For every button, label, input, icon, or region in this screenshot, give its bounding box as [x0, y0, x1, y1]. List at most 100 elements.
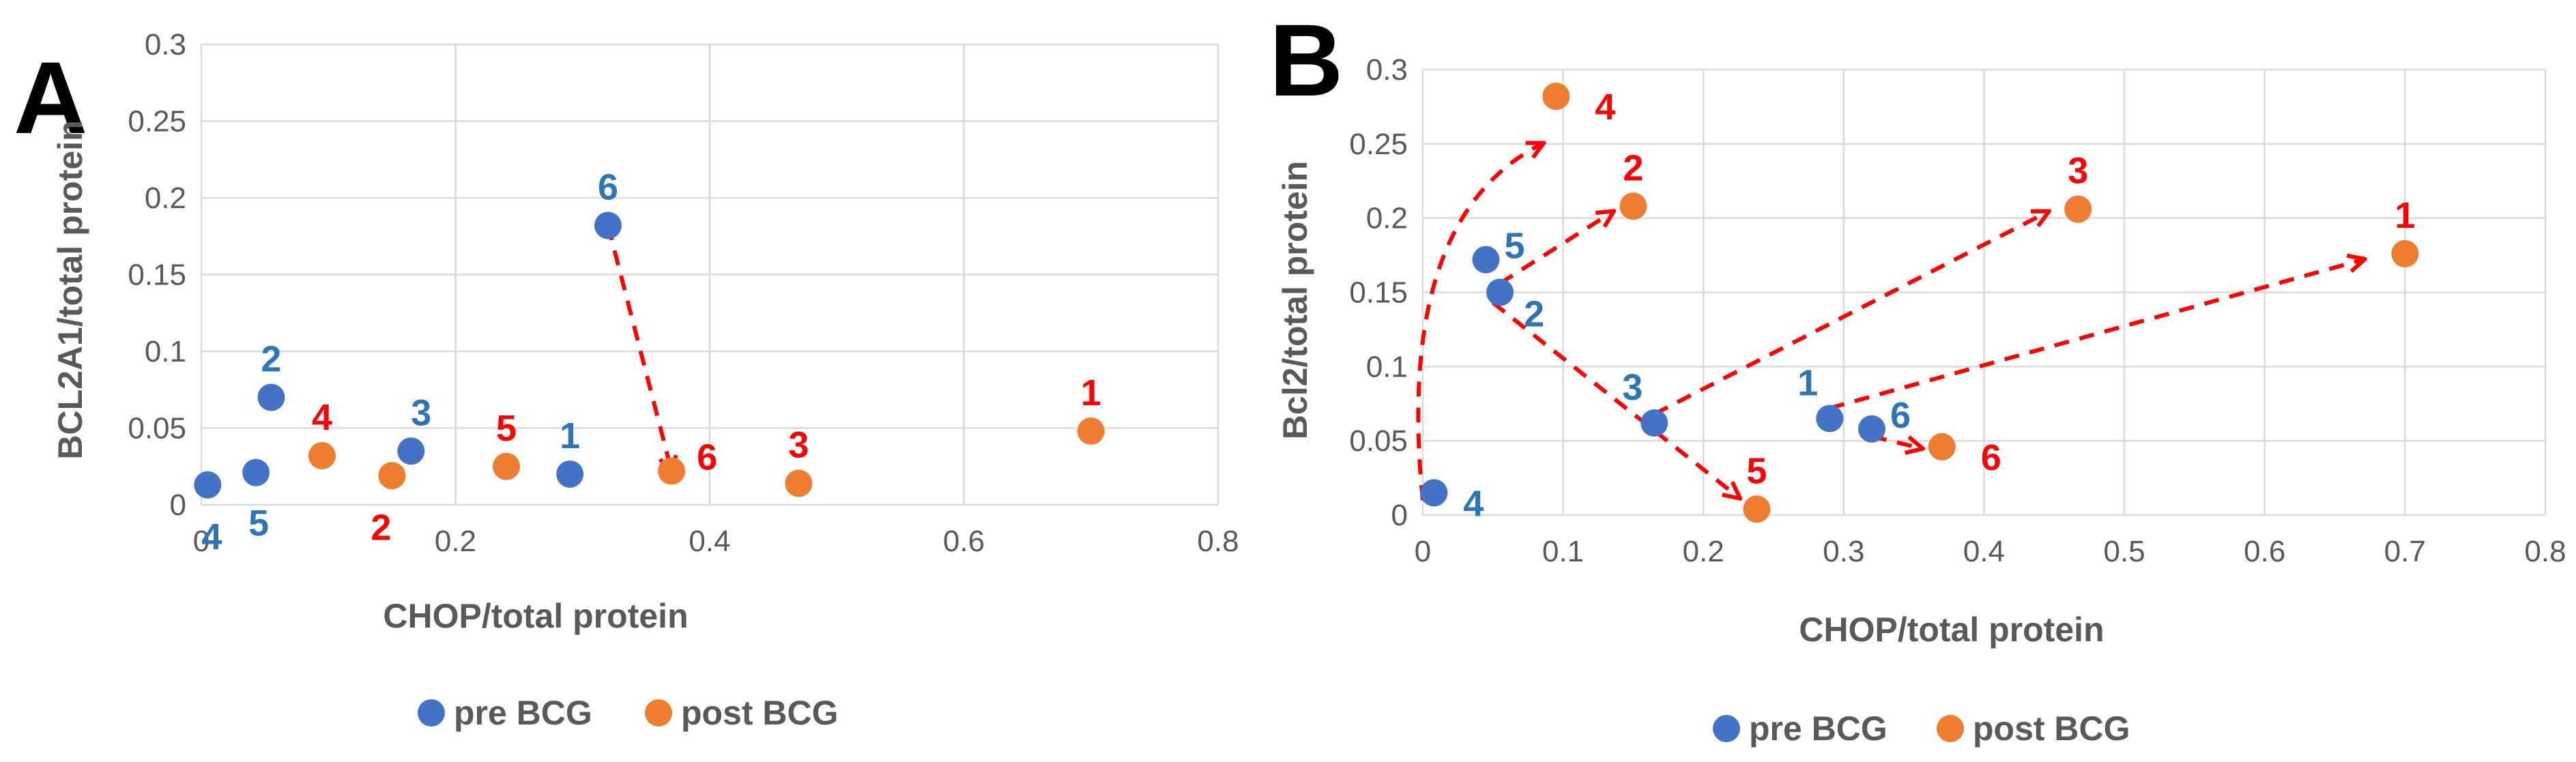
panel-a-x-ticks: 0 0.2 0.4 0.6 0.8: [193, 525, 1239, 558]
panel-b-x-tick-label: 0.8: [2524, 535, 2566, 568]
panel-a-post-point-6: [658, 457, 686, 485]
panel-b-post-label-2: 2: [1623, 147, 1643, 188]
panel-a-x-tick-label: 0.2: [435, 525, 476, 558]
panel-b-post-point-1: [2391, 239, 2419, 267]
panel-a-pre-point-2: [257, 383, 285, 411]
panel-b-x-tick-label: 0.5: [2104, 535, 2145, 568]
panel-a-y-tick-label: 0.3: [145, 28, 186, 61]
panel-b-pre-label-1: 1: [1797, 363, 1818, 404]
panel-b-x-tick-label: 0.1: [1542, 535, 1584, 568]
panel-b-post-label-6: 6: [1981, 437, 2001, 478]
panel-a-y-tick-label: 0.25: [128, 105, 186, 138]
panel-b-letter: B: [1269, 3, 1343, 117]
panel-a-y-tick-label: 0.2: [145, 181, 186, 215]
panel-b-pre-label-5: 5: [1505, 226, 1525, 267]
panel-b-x-tick-label: 0.7: [2384, 535, 2426, 568]
panel-b-arrow-0: [1829, 260, 2362, 411]
panel-b-x-axis-title: CHOP/total protein: [1799, 611, 2104, 649]
panel-b-legend-pre-label: pre BCG: [1749, 709, 1887, 748]
panel-a-pre-label-1: 1: [560, 415, 580, 456]
panel-a-pre-label-6: 6: [598, 167, 618, 208]
panel-a-y-tick-label: 0.1: [145, 335, 186, 368]
panel-b-post-point-2: [1619, 192, 1647, 220]
panel-b-legend-post-label: post BCG: [1973, 709, 2130, 748]
panel-a-legend-post-label: post BCG: [681, 694, 839, 732]
panel-b-y-tick-label: 0.1: [1366, 350, 1408, 383]
panel-a: A 0 0.05 0.1 0.15 0.2 0.25 0.3 0 0.2 0.4 0.6 0.8 1…: [14, 28, 1239, 732]
panel-a-post-label-6: 6: [697, 437, 717, 478]
panel-b-y-tick-label: 0.2: [1366, 202, 1408, 235]
panel-a-y-tick-label: 0: [170, 488, 186, 522]
panel-a-arrows: [606, 224, 671, 471]
panel-b-x-tick-label: 0.3: [1823, 535, 1864, 568]
panel-b-y-tick-label: 0.3: [1366, 53, 1408, 87]
panel-a-post-label-5: 5: [496, 408, 517, 449]
panel-a-gridlines: [200, 43, 1219, 506]
panel-b-y-axis-title: Bcl2/total protein: [1276, 161, 1314, 439]
panel-b-post-label-3: 3: [2068, 151, 2088, 192]
panel-b-pre-point-2: [1486, 278, 1514, 306]
panel-b-legend: pre BCG post BCG: [1713, 709, 2130, 748]
panel-b-arrow-3: [1491, 301, 1739, 497]
panel-b-post-point-5: [1743, 495, 1771, 523]
panel-b-pre-point-3: [1640, 409, 1668, 437]
panel-a-pre-label-5: 5: [248, 503, 269, 544]
panel-a-pre-label-4: 4: [201, 516, 222, 557]
panel-b-arrow-2: [1499, 212, 1612, 285]
panel-b-legend-pre-marker: [1713, 715, 1740, 742]
panel-a-points: [194, 211, 1105, 499]
panel-a-x-tick-label: 0.8: [1197, 525, 1239, 558]
panel-b: B 0 0.05 0.1 0.15 0.2 0.25 0.3 0 0.1 0.2 0.3 0.4 0.…: [1269, 3, 2566, 748]
panel-a-x-tick-label: 0: [193, 525, 209, 558]
panel-b-post-point-3: [2064, 195, 2092, 223]
panel-a-pre-point-6: [594, 211, 622, 239]
panel-b-y-tick-label: 0.25: [1349, 128, 1408, 161]
panel-b-y-tick-label: 0.05: [1349, 424, 1408, 458]
panel-a-post-label-2: 2: [371, 507, 391, 548]
panel-a-post-point-4: [308, 442, 336, 469]
panel-a-arrow-0: [606, 224, 671, 471]
panel-a-pre-point-4: [194, 471, 222, 499]
panel-b-pre-label-6: 6: [1890, 395, 1911, 436]
panel-a-x-tick-label: 0.6: [943, 525, 985, 558]
panel-b-gridlines: [1421, 68, 2547, 516]
panel-a-legend-pre-marker: [418, 699, 445, 727]
panel-a-y-tick-label: 0.15: [128, 259, 186, 292]
panel-a-post-point-2: [378, 462, 406, 490]
panel-b-post-label-1: 1: [2394, 195, 2415, 236]
panel-b-arrow-1: [1653, 212, 2047, 416]
panel-a-letter: A: [14, 40, 87, 155]
panel-a-pre-label-2: 2: [261, 339, 281, 380]
panel-b-x-tick-label: 0.6: [2244, 535, 2285, 568]
panel-b-points: [1420, 83, 2419, 523]
panel-b-pre-label-2: 2: [1524, 294, 1544, 335]
panel-a-y-axis-title: BCL2A1/total protein: [51, 120, 89, 459]
panel-b-pre-label-3: 3: [1622, 367, 1642, 408]
panel-b-pre-point-6: [1858, 415, 1885, 443]
panel-a-post-label-3: 3: [788, 425, 809, 466]
panel-a-legend-pre-label: pre BCG: [454, 694, 592, 732]
panel-a-y-tick-label: 0.05: [128, 412, 186, 445]
panel-b-post-point-4: [1542, 83, 1570, 111]
panel-b-pre-point-1: [1816, 405, 1844, 433]
panel-a-legend: pre BCG post BCG: [418, 694, 839, 732]
panel-b-post-label-5: 5: [1746, 450, 1767, 491]
panel-b-legend-post-marker: [1937, 715, 1964, 742]
panel-a-post-label-1: 1: [1081, 372, 1101, 413]
panel-a-y-ticks: 0 0.05 0.1 0.15 0.2 0.25 0.3: [128, 28, 186, 522]
panel-a-post-point-1: [1077, 417, 1105, 445]
panel-b-point-labels: 1 2 3 4 5 6 1 2 3 4 5 6: [1463, 87, 2415, 524]
panel-a-post-point-5: [493, 452, 520, 480]
panel-b-pre-label-4: 4: [1463, 483, 1484, 524]
panel-b-x-tick-label: 0: [1415, 535, 1431, 568]
panel-b-pre-point-5: [1472, 246, 1500, 274]
panel-a-x-axis-title: CHOP/total protein: [383, 597, 688, 635]
panel-b-x-tick-label: 0.4: [1963, 535, 2005, 568]
panel-b-y-tick-label: 0: [1391, 499, 1408, 532]
panel-a-pre-point-5: [242, 458, 270, 486]
panel-b-x-ticks: 0 0.1 0.2 0.3 0.4 0.5 0.6 0.7 0.8: [1415, 535, 2566, 568]
panel-b-x-tick-label: 0.2: [1683, 535, 1724, 568]
panel-a-pre-label-3: 3: [411, 392, 431, 433]
